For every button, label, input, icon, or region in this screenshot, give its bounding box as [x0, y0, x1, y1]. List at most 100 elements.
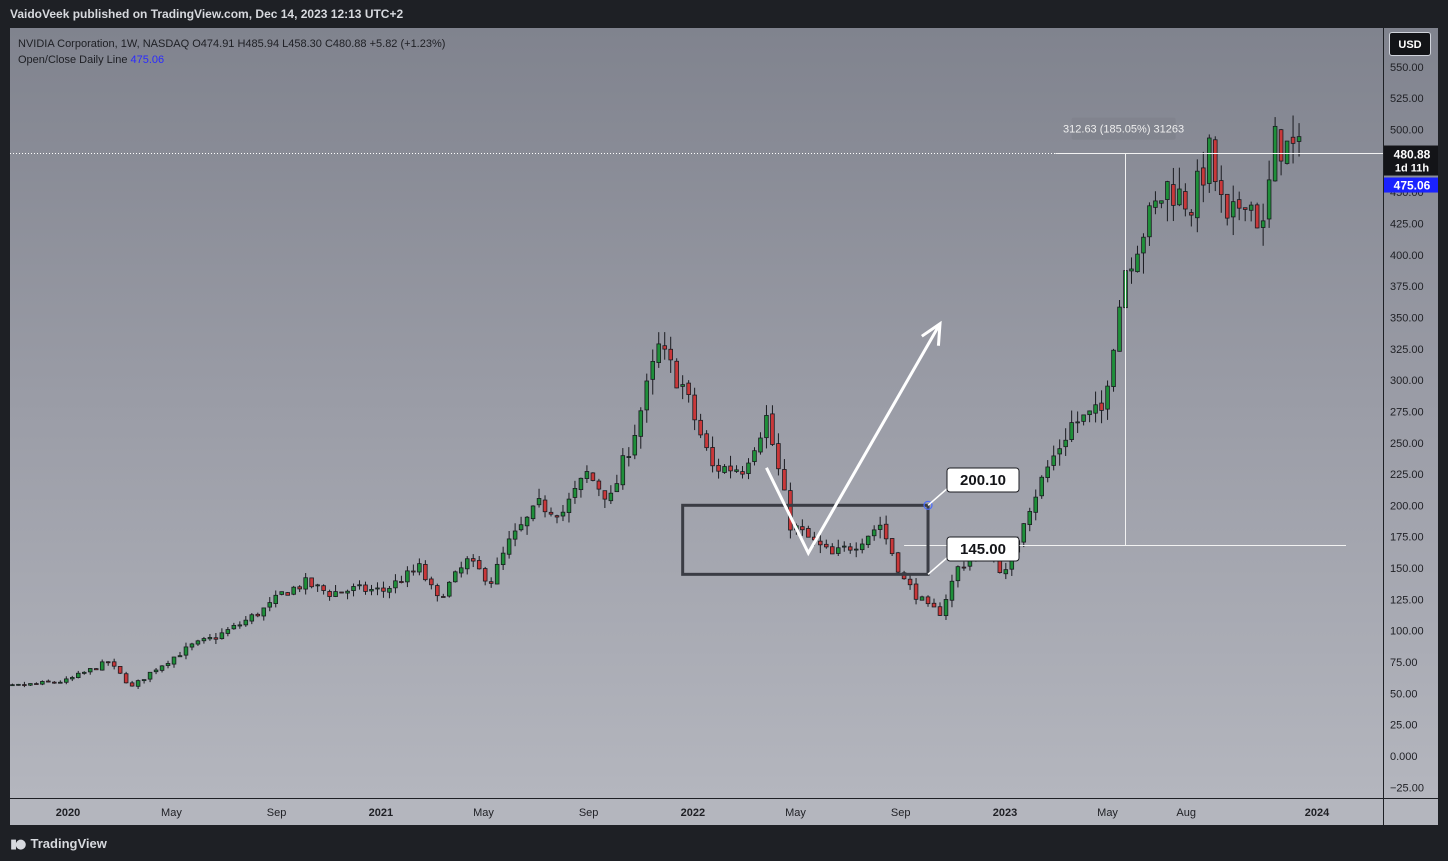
candle-up — [153, 669, 159, 673]
candle-up — [351, 586, 356, 592]
candle-down — [931, 602, 937, 608]
candle-down — [548, 511, 554, 515]
candle-down — [698, 419, 703, 436]
y-tick-label: 50.00 — [1390, 688, 1418, 700]
candle-up — [1117, 306, 1122, 352]
candle-up — [955, 566, 961, 582]
y-tick-label: 425.00 — [1390, 219, 1424, 231]
candle-up — [201, 638, 207, 642]
price-chart[interactable]: 312.63 (185.05%) 31263 200.10 145.00 — [10, 28, 1383, 798]
y-tick-label: 125.00 — [1390, 594, 1424, 606]
x-tick-label: May — [1097, 807, 1118, 819]
candle-down — [847, 546, 853, 551]
chart-legend: NVIDIA Corporation, 1W, NASDAQ O474.91 H… — [18, 36, 445, 68]
candle-up — [1177, 188, 1182, 206]
candle-down — [93, 668, 99, 671]
time-axis[interactable]: 2020 May Sep 2021 May Sep 2022 May Sep 2023 May Aug… — [10, 799, 1383, 825]
candle-up — [836, 547, 841, 554]
candle-up — [853, 548, 859, 551]
candle-up — [656, 343, 661, 363]
x-tick-label: 2024 — [1305, 807, 1330, 819]
candle-down — [668, 348, 673, 361]
candle-up — [949, 580, 955, 601]
candle-down — [770, 413, 775, 445]
candle-up — [1033, 496, 1038, 513]
measure-label: 312.63 (185.05%) 31263 — [1063, 124, 1184, 136]
candle-up — [357, 584, 362, 587]
publisher-line: VaidoVeek published on TradingView.com, … — [10, 7, 404, 21]
candle-up — [417, 563, 422, 573]
footer-brand: TradingView — [30, 836, 107, 851]
candle-down — [704, 433, 709, 449]
candle-up — [315, 584, 320, 587]
candle-down — [788, 490, 793, 531]
candle-up — [1266, 179, 1272, 220]
candle-down — [488, 581, 494, 584]
candle-up — [1129, 268, 1134, 272]
tradingview-logo-icon: ▮● — [10, 837, 26, 852]
candle-up — [195, 640, 201, 645]
y-tick-label: 275.00 — [1390, 406, 1424, 418]
candle-up — [10, 684, 15, 687]
price-axis-labels: 550.00525.00500.00475.00450.00425.00400.… — [1384, 62, 1438, 794]
candle-down — [285, 592, 290, 596]
candle-up — [81, 671, 87, 674]
candle-down — [52, 681, 57, 684]
candle-up — [333, 591, 338, 597]
candle-up — [135, 680, 141, 687]
candle-up — [393, 580, 398, 589]
candle-down — [441, 596, 446, 598]
y-tick-label: 350.00 — [1390, 312, 1424, 324]
candle-up — [752, 450, 757, 463]
label-low-box — [946, 536, 1020, 562]
candle-down — [554, 515, 560, 518]
candle-down — [1201, 167, 1206, 186]
y-tick-label: 400.00 — [1390, 250, 1424, 262]
candle-up — [1230, 201, 1236, 218]
candle-up — [650, 360, 656, 380]
candle-down — [34, 683, 39, 685]
candle-up — [943, 599, 949, 617]
candle-up — [40, 681, 45, 685]
candle-up — [1045, 466, 1050, 479]
candle-up — [638, 410, 644, 437]
candle-up — [1147, 205, 1152, 238]
x-tick-label: Sep — [267, 807, 287, 819]
candle-up — [644, 380, 650, 411]
candle-up — [518, 524, 524, 531]
candle-up — [369, 589, 374, 592]
candle-up — [225, 629, 231, 634]
candle-up — [566, 498, 572, 513]
x-tick-label: 2021 — [369, 807, 393, 819]
candle-up — [1260, 220, 1266, 228]
candle-down — [1183, 191, 1188, 210]
candle-down — [1242, 207, 1248, 210]
candle-down — [309, 577, 314, 588]
candle-up — [1105, 385, 1110, 410]
y-tick-label: 300.00 — [1390, 375, 1424, 387]
candle-up — [524, 516, 530, 527]
candle-up — [1075, 421, 1080, 424]
candle-up — [746, 462, 751, 474]
price-axis[interactable]: 550.00525.00500.00475.00450.00425.00400.… — [1384, 28, 1438, 798]
plot-area[interactable]: 312.63 (185.05%) 31263 200.10 145.00 — [10, 28, 1383, 798]
candle-down — [1236, 199, 1242, 209]
candle-up — [345, 590, 350, 594]
y-tick-label: 100.00 — [1390, 626, 1424, 638]
candle-up — [871, 529, 877, 537]
candle-down — [889, 538, 895, 555]
currency-button[interactable]: USD — [1389, 32, 1431, 56]
candle-up — [183, 646, 189, 656]
candle-up — [1165, 181, 1170, 200]
candle-up — [464, 558, 470, 570]
candle-down — [806, 528, 811, 538]
bar-countdown: 1d 11h — [1395, 163, 1430, 175]
candle-up — [722, 466, 727, 473]
y-tick-label: 225.00 — [1390, 469, 1424, 481]
candle-up — [1021, 523, 1027, 543]
candle-up — [841, 545, 847, 548]
footer-bar: ▮● TradingView — [0, 826, 1448, 861]
candle-down — [482, 568, 488, 582]
candle-down — [937, 606, 943, 616]
label-high-box — [946, 467, 1020, 493]
